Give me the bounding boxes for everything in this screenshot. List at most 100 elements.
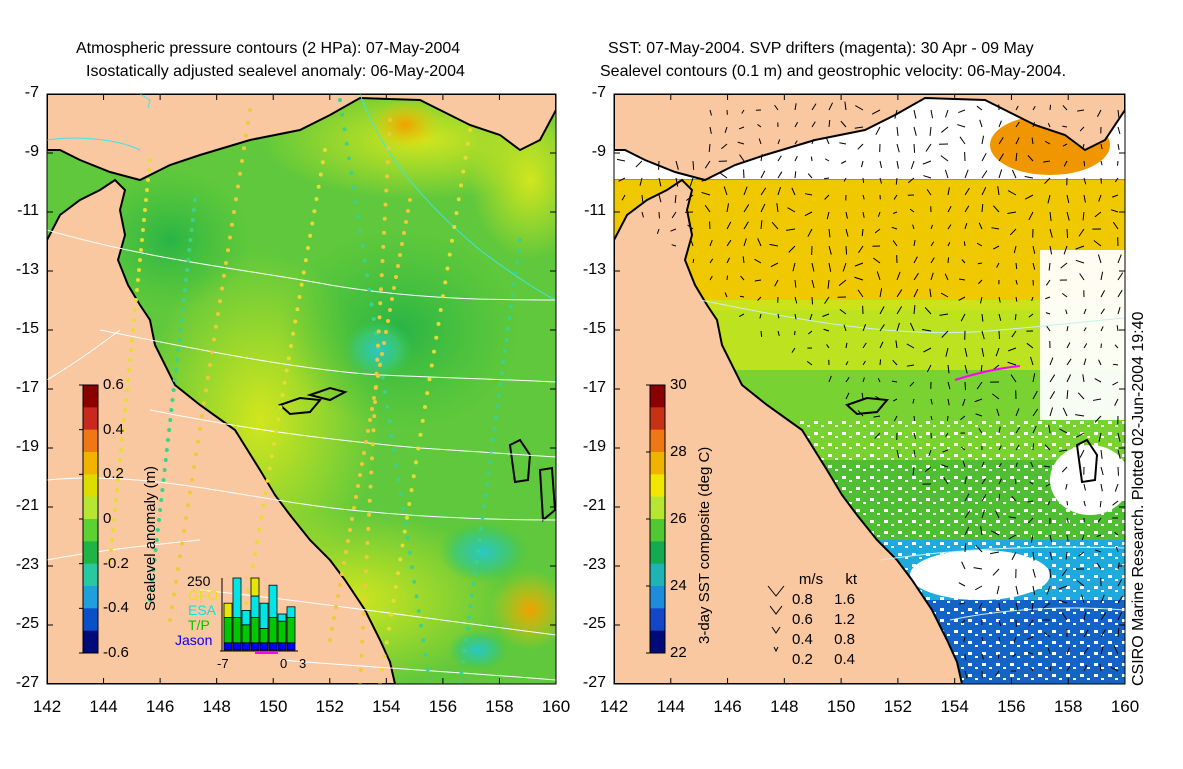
velocity-vector xyxy=(940,155,949,162)
track-dot xyxy=(230,222,234,227)
right-colorbar-segment xyxy=(650,474,665,498)
track-dot xyxy=(185,268,190,272)
velocity-vector xyxy=(1082,374,1085,383)
track-dot xyxy=(128,358,132,362)
velocity-vector xyxy=(942,449,949,453)
velocity-vector xyxy=(739,295,745,298)
track-dot xyxy=(374,331,378,336)
velocity-vector xyxy=(1110,666,1119,672)
track-dot xyxy=(429,363,434,368)
velocity-vector xyxy=(1066,500,1069,506)
velocity-vector xyxy=(1015,444,1020,451)
velocity-vector xyxy=(947,257,950,264)
right-colorbar-segment xyxy=(650,452,665,475)
velocity-vector xyxy=(675,160,679,170)
velocity-vector xyxy=(1045,296,1051,300)
track-dot xyxy=(416,609,421,613)
track-dot xyxy=(119,448,123,452)
velocity-vector xyxy=(895,340,898,349)
velocity-vector xyxy=(978,279,983,285)
track-dot xyxy=(372,396,376,400)
velocity-vector xyxy=(656,228,660,234)
velocity-header-ms: m/s xyxy=(798,571,824,588)
velocity-vector xyxy=(1079,449,1085,458)
velocity-vector xyxy=(1058,585,1068,590)
lat-tick-label: -25 xyxy=(15,615,39,632)
velocity-vector xyxy=(1049,374,1056,383)
lat-tick-label: -11 xyxy=(17,202,39,219)
track-dot xyxy=(384,640,389,645)
velocity-vector xyxy=(964,543,967,553)
track-dot xyxy=(303,258,308,263)
track-dot xyxy=(342,127,347,132)
histogram-xtick-max: 3 xyxy=(299,656,307,671)
track-dot xyxy=(380,352,384,356)
velocity-vector xyxy=(975,585,983,591)
velocity-vector xyxy=(701,191,711,196)
velocity-vector xyxy=(947,205,952,213)
velocity-vector xyxy=(930,398,933,405)
track-dot xyxy=(414,594,419,599)
histogram-bar-tp xyxy=(259,628,269,644)
track-dot xyxy=(419,623,423,628)
velocity-vector xyxy=(913,109,917,119)
velocity-vector xyxy=(913,256,918,264)
track-dot xyxy=(148,598,152,602)
track-dot xyxy=(477,537,482,542)
track-dot xyxy=(482,504,486,509)
lon-tick-label: 148 xyxy=(202,697,231,716)
track-dot xyxy=(272,442,276,446)
velocity-vector xyxy=(794,140,798,145)
velocity-vector xyxy=(689,177,694,187)
track-dot xyxy=(368,418,372,422)
velocity-vector xyxy=(964,223,968,230)
track-dot xyxy=(338,98,342,102)
velocity-vector xyxy=(976,105,983,111)
velocity-vector xyxy=(754,258,762,264)
velocity-vector xyxy=(1015,462,1018,468)
track-dot xyxy=(259,515,264,520)
velocity-vector xyxy=(754,279,762,282)
velocity-vector xyxy=(809,313,813,321)
velocity-vector xyxy=(1032,425,1037,434)
velocity-vector xyxy=(1094,378,1102,383)
track-dot xyxy=(407,501,412,506)
left-colorbar-segment xyxy=(83,407,98,431)
velocity-vector xyxy=(709,258,714,264)
track-dot xyxy=(312,209,317,214)
track-dot xyxy=(498,382,503,387)
histogram-bar-jason xyxy=(241,642,251,651)
velocity-vector xyxy=(924,466,932,473)
track-dot xyxy=(184,516,188,520)
velocity-vector xyxy=(1100,612,1107,621)
track-dot xyxy=(204,388,208,393)
left-orange-south xyxy=(490,570,556,650)
track-dot xyxy=(112,518,116,522)
velocity-vector xyxy=(1031,137,1034,145)
velocity-vector xyxy=(981,186,987,196)
velocity-vector xyxy=(930,415,933,421)
lat-tick-label: -19 xyxy=(582,438,606,455)
track-dot xyxy=(113,508,117,512)
track-dot xyxy=(133,308,137,312)
track-dot xyxy=(509,304,513,309)
track-dot xyxy=(276,417,281,422)
left-colorbar-segment xyxy=(83,586,98,609)
velocity-header-kt: kt xyxy=(845,571,857,588)
track-dot xyxy=(398,492,403,497)
velocity-vector xyxy=(964,381,966,391)
track-dot xyxy=(353,200,358,205)
histogram-bar-esa xyxy=(286,606,296,618)
velocity-vector xyxy=(726,221,732,230)
velocity-vector xyxy=(913,432,917,440)
track-dot xyxy=(196,439,200,444)
velocity-vector xyxy=(960,446,966,451)
velocity-vector xyxy=(1015,408,1020,417)
velocity-vector xyxy=(794,171,797,179)
velocity-legend-row: 0.6 1.2 xyxy=(792,610,868,630)
velocity-legend-header: m/s kt xyxy=(792,570,868,590)
track-dot xyxy=(434,335,439,340)
track-dot xyxy=(346,539,350,543)
velocity-vector xyxy=(794,121,799,128)
velocity-vector xyxy=(1100,449,1103,459)
